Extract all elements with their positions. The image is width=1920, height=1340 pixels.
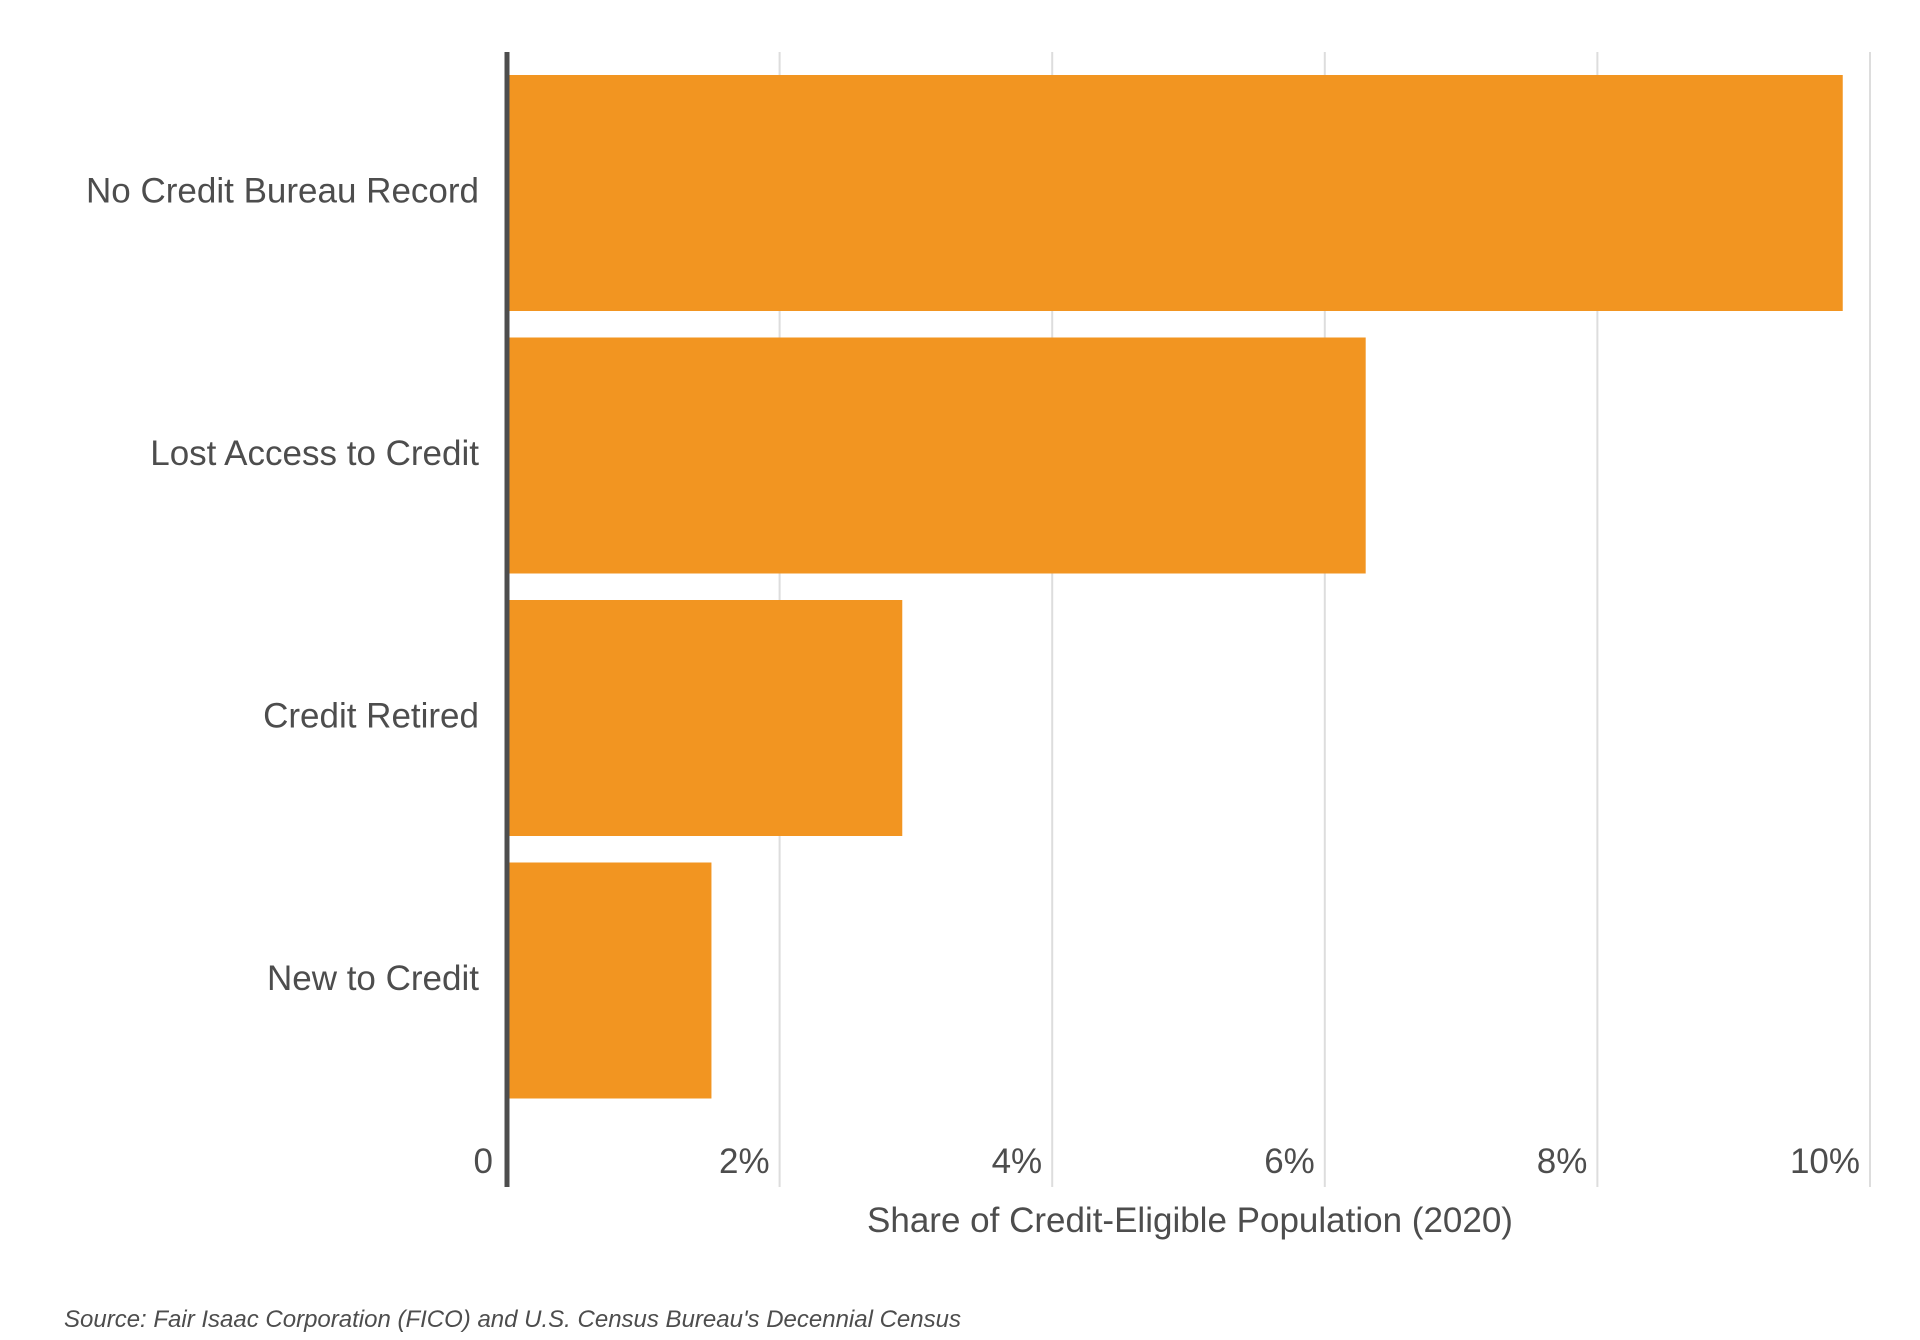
x-tick-label: 10% — [1790, 1142, 1860, 1181]
x-axis-title: Share of Credit-Eligible Population (202… — [867, 1201, 1513, 1240]
x-tick-label: 8% — [1537, 1142, 1588, 1181]
bar — [507, 862, 712, 1099]
category-label: No Credit Bureau Record — [86, 171, 479, 210]
bar — [507, 337, 1366, 574]
x-tick-label: 4% — [992, 1142, 1043, 1181]
x-tick-label: 6% — [1264, 1142, 1315, 1181]
source-note: Source: Fair Isaac Corporation (FICO) an… — [64, 1306, 961, 1333]
x-tick-label: 0 — [474, 1142, 493, 1181]
bars — [507, 75, 1843, 1099]
x-tick-label: 2% — [719, 1142, 770, 1181]
category-label: New to Credit — [267, 959, 479, 998]
category-labels: No Credit Bureau Record Lost Access to Cr… — [86, 171, 479, 998]
bar — [507, 600, 903, 836]
x-tick-labels: 0 2% 4% 6% 8% 10% — [474, 1142, 1860, 1181]
category-label: Credit Retired — [263, 696, 479, 735]
category-label: Lost Access to Credit — [150, 434, 479, 473]
bar — [507, 75, 1843, 311]
